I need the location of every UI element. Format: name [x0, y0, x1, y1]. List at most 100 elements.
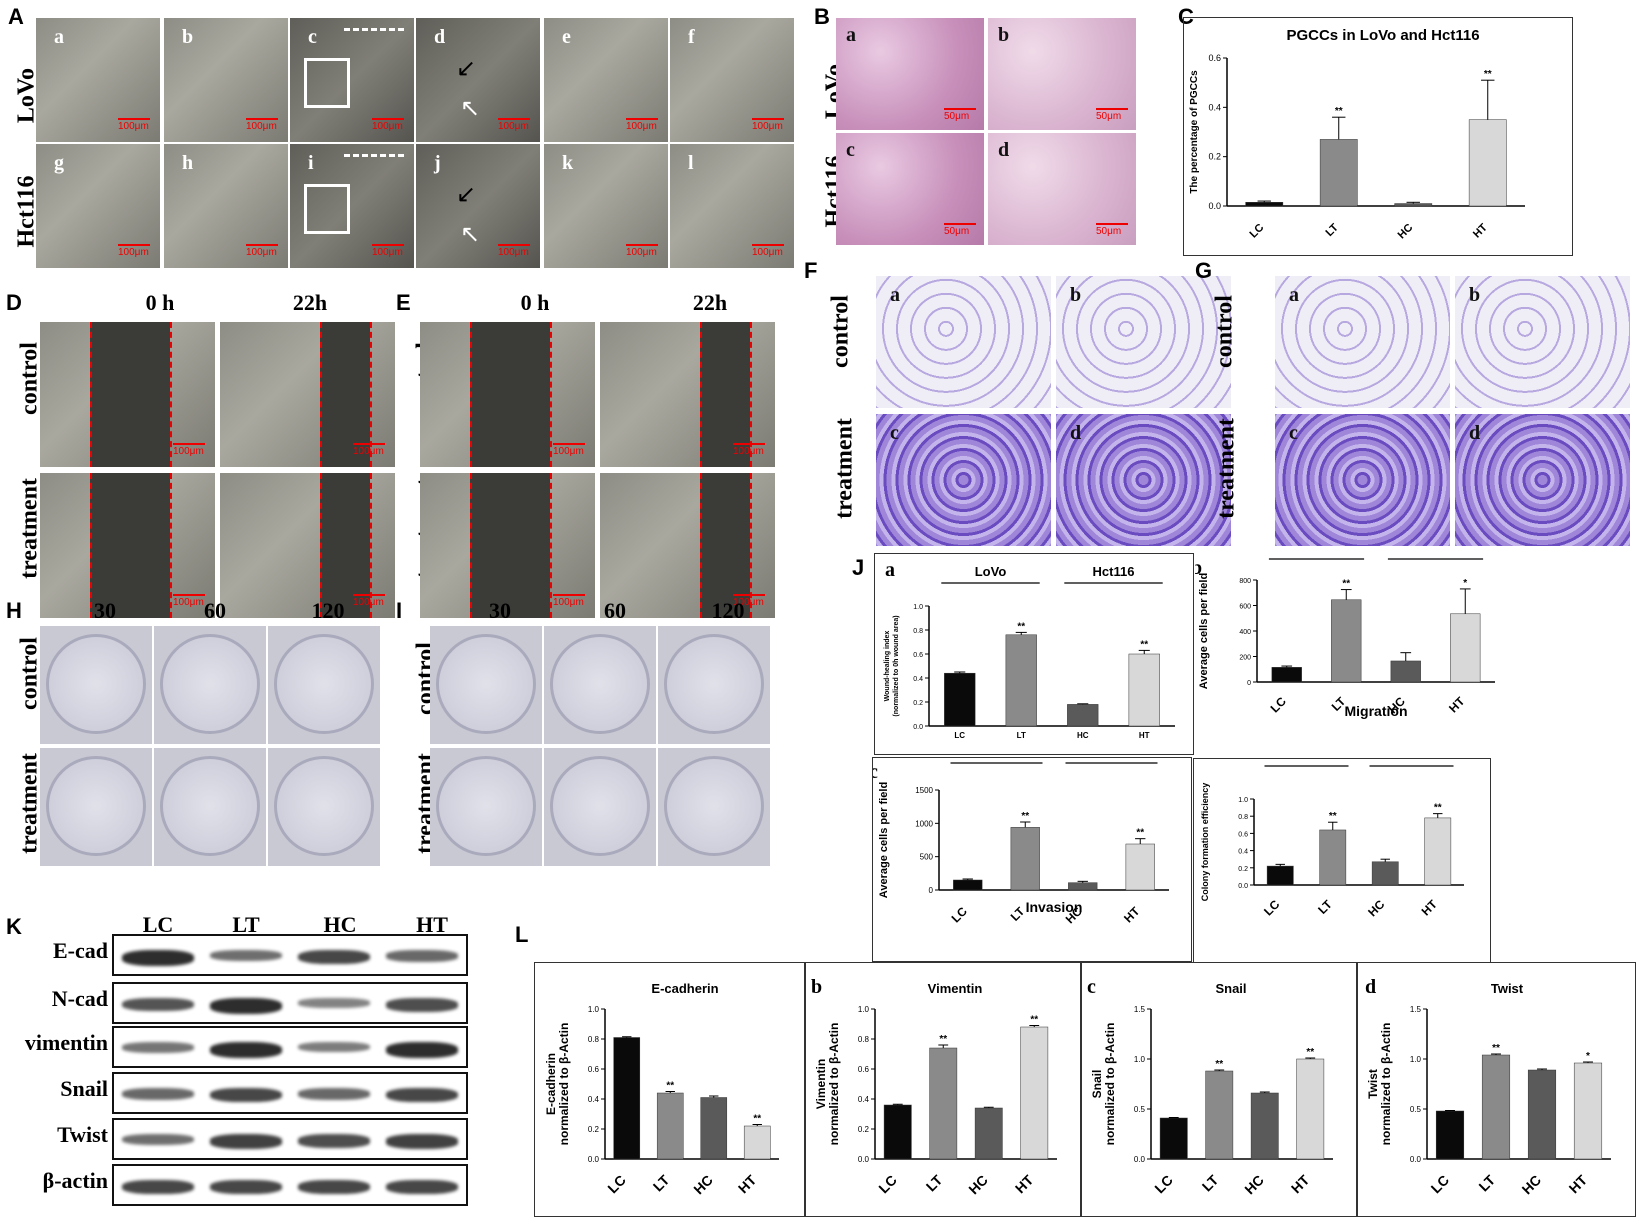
scale-bar: 100μm: [246, 244, 278, 258]
x-tick-label: LC: [949, 904, 970, 925]
wb-strip: [112, 1026, 468, 1068]
x-tick-label: LT: [1199, 1172, 1222, 1195]
colony-well: [430, 626, 542, 744]
bar-ht: [1573, 1062, 1603, 1160]
bar-lt: [1331, 599, 1362, 683]
bar-lc: [953, 879, 983, 891]
chart-pgcc-percentage: 0.0 0.2 0.4 0.6 LC ** LT HC ** HT PGCCs in LoVo an…: [1189, 27, 1525, 241]
col-label-i-120: 120: [711, 598, 745, 623]
culture-dish: [274, 634, 374, 734]
y-tick-label: 1.5: [1134, 1005, 1146, 1014]
y-axis-label: E-cadherin: [544, 1053, 558, 1115]
sublabel: d: [1070, 422, 1082, 444]
wound-gap: [470, 473, 550, 618]
wb-strip: [112, 1164, 468, 1206]
scale-bar: 100μm: [173, 443, 205, 457]
y-tick-label: 0.0: [858, 1155, 870, 1164]
culture-dish: [160, 756, 260, 856]
wound-tile: 100μm: [220, 322, 395, 467]
sublabel: a: [846, 24, 856, 46]
sublabel: a: [890, 284, 900, 306]
scale-bar: 100μm: [733, 443, 765, 457]
wb-row-label: Snail: [60, 1076, 108, 1101]
y-tick-label: 1.0: [1134, 1055, 1146, 1064]
x-tick-label: HT: [1471, 221, 1490, 240]
culture-dish: [160, 634, 260, 734]
inset-line: [344, 28, 404, 33]
scale-bar: 100μm: [752, 244, 784, 258]
culture-dish: [436, 634, 536, 734]
y-tick-label: 0.4: [1238, 849, 1248, 856]
wound-edge-left: [320, 322, 322, 467]
wound-edge-right: [370, 473, 372, 618]
bar-hc: [1068, 882, 1098, 891]
wb-band: [298, 1134, 370, 1148]
wb-col-label: HC: [323, 912, 357, 937]
bar-lc: [944, 672, 976, 727]
wound-edge-right: [750, 473, 752, 618]
colony-well: [40, 748, 152, 866]
bar-ht: [1450, 613, 1481, 683]
he-stain-tile: d 50μm: [988, 133, 1136, 245]
scale-bar: 100μm: [372, 118, 404, 132]
y-axis-label: Wound-healing index: [884, 631, 891, 702]
wb-strip: [112, 1118, 468, 1160]
wound-tile: 100μm: [40, 473, 215, 618]
wb-band: [122, 1042, 194, 1053]
y-axis-label: Snail: [1090, 1070, 1104, 1099]
panel-label-c: C: [1178, 4, 1194, 29]
culture-dish: [550, 756, 650, 856]
x-tick-label: HT: [1419, 897, 1441, 919]
sublabel: l: [688, 152, 694, 174]
transwell-tile: a: [1275, 276, 1450, 408]
wound-tile: 100μm: [420, 473, 595, 618]
micrograph-tile: l 100μm: [670, 144, 794, 268]
row-label-f-control: control: [827, 295, 854, 368]
significance-mark: **: [1329, 811, 1337, 822]
x-tick-label: LT: [1017, 731, 1026, 740]
bar-lc: [613, 1037, 641, 1160]
wb-band: [386, 1042, 458, 1058]
chart-title: Vimentin: [928, 981, 983, 996]
y-tick-label: 0.8: [588, 1035, 600, 1044]
transwell-tile: d: [1455, 414, 1630, 546]
panel-label-e: E: [396, 290, 411, 315]
x-tick-label: LC: [875, 1172, 900, 1197]
wound-tile: 100μm: [420, 322, 595, 467]
wb-band: [298, 1088, 370, 1100]
colony-well: [544, 626, 656, 744]
wb-band: [122, 998, 194, 1011]
micrograph-tile: h 100μm: [164, 144, 288, 268]
panel-c-frame: [1183, 17, 1573, 256]
x-tick-label: LT: [1323, 221, 1341, 239]
culture-dish: [274, 756, 374, 856]
panel-la-frame: [534, 962, 806, 1217]
significance-mark: **: [1335, 106, 1343, 117]
wound-edge-right: [550, 473, 552, 618]
significance-mark: **: [1484, 69, 1492, 80]
culture-dish: [550, 634, 650, 734]
sublabel: e: [562, 26, 571, 48]
col-label-h-120: 120: [311, 598, 345, 623]
bar-ht: [1128, 653, 1160, 727]
transwell-tile: c: [876, 414, 1051, 546]
scale-bar: 100μm: [173, 594, 205, 608]
bar-lc: [1271, 667, 1302, 683]
y-tick-label: 0.6: [1208, 53, 1221, 63]
scale-bar: 50μm: [944, 223, 976, 237]
y-tick-label: 1.0: [1238, 797, 1248, 804]
sublabel: a: [885, 559, 895, 581]
panel-ja-frame: [874, 553, 1194, 755]
sublabel: c: [873, 761, 878, 783]
panel-label-j: J: [852, 555, 865, 580]
bar-lt: [1010, 827, 1040, 891]
wb-col-label: LT: [232, 912, 260, 937]
y-axis-label: normalized to β-Actin: [1379, 1023, 1393, 1146]
chart-wound-healing: 0.0 0.2 0.4 0.6 0.8 1.0 LC ** LT HC ** HT Wound-heal…: [884, 559, 1175, 740]
sublabel: b: [1195, 557, 1202, 579]
arrow-black-icon: ↙: [456, 181, 477, 208]
bar-hc: [1527, 1069, 1557, 1160]
bar-hc: [700, 1097, 728, 1160]
